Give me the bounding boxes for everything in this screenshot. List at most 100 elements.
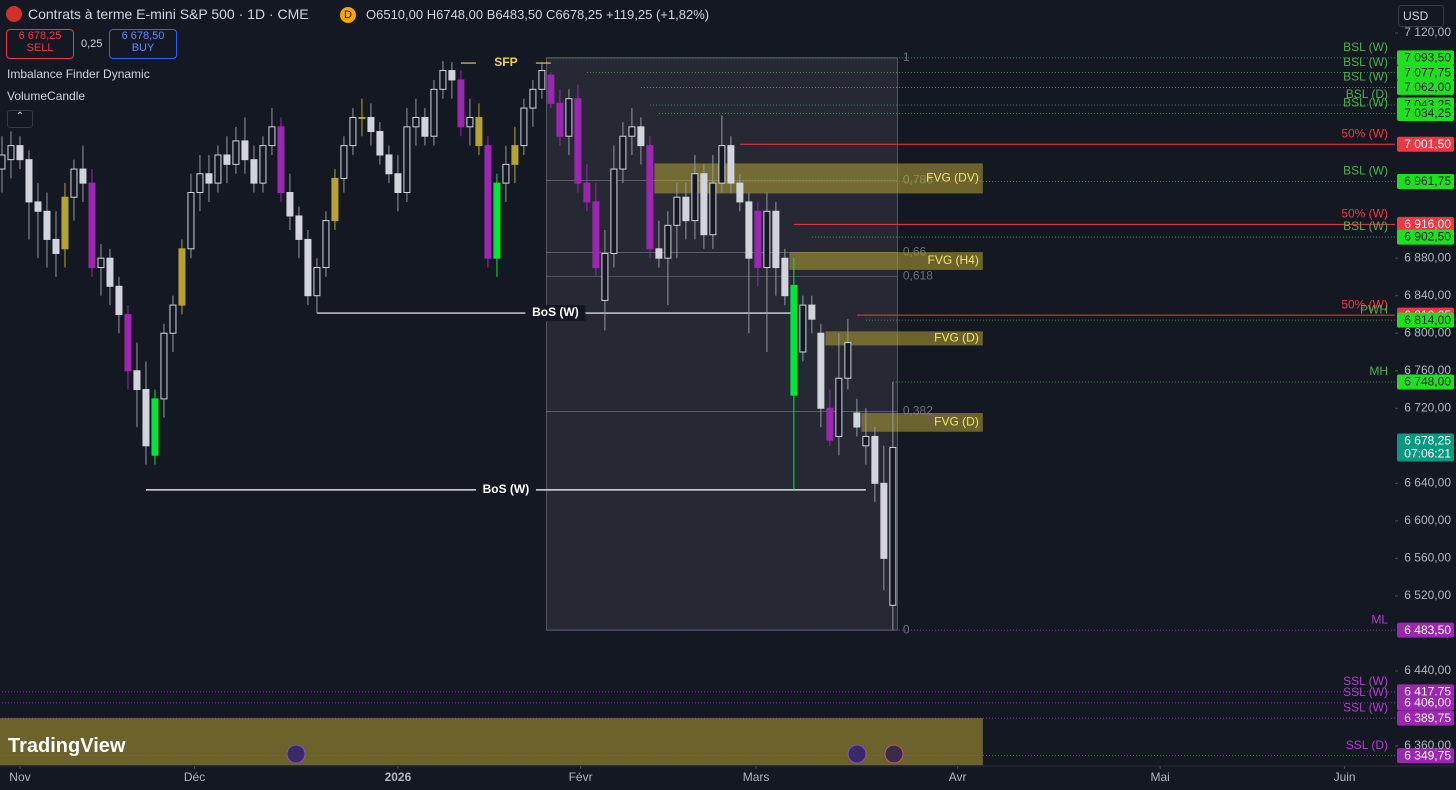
price-tag-label: 6 483,50 [1404,623,1451,637]
x-tick-label: Juin [1334,770,1356,784]
price-tag [1397,79,1454,95]
price-tag [1397,229,1454,245]
candle-body [358,116,366,119]
fib-label: 0 [903,622,910,636]
candle-body [466,116,474,128]
candle-body [538,70,546,90]
candle-body [169,304,177,334]
candle-body [241,140,249,161]
y-tick-label: 7 120,00 [1404,25,1451,39]
fvg-label: FVG (D) [934,415,979,429]
price-tag [1397,695,1454,711]
candle-body [520,107,528,147]
candle-body [610,168,618,254]
indicator-name[interactable]: Imbalance Finder Dynamic [7,67,150,81]
x-tick-label: Mai [1150,770,1169,784]
price-tag-label: 7 093,50 [1404,51,1451,65]
x-tick-label: 2026 [385,770,412,784]
candle-body [826,407,834,441]
symbol-logo [6,6,22,22]
candle-body [376,131,384,156]
candle-body [628,126,636,137]
x-tick-label: Nov [9,770,30,784]
candle-body [835,377,843,437]
event-icon[interactable] [286,744,306,764]
candle-body [52,238,60,254]
candle-body [304,238,312,297]
y-tick-label: 6 840,00 [1404,288,1451,302]
x-tick-label: Déc [184,770,205,784]
candle-body [448,70,456,81]
axes: 7 093,507 077,757 062,007 043,257 034,25… [9,25,1454,784]
price-tag [1397,748,1454,764]
event-icon[interactable] [884,744,904,764]
x-tick-label: Avr [949,770,967,784]
candle-body [286,192,294,217]
structure-label: BoS (W) [483,482,530,496]
candle-body [484,145,492,259]
candle-body [70,168,78,198]
candle-body [457,79,465,128]
x-tick-label: Mars [743,770,770,784]
candle-body [763,210,771,269]
candle-body [295,215,303,240]
level-label: BSL (W) [1343,219,1388,233]
price-tag-label: 6 349,75 [1404,748,1451,762]
candle-body [232,140,240,165]
candle-body [817,332,825,409]
collapse-button[interactable]: ⌃ [7,110,33,128]
price-tag-label: 7 001,50 [1404,137,1451,151]
last-price-tag [1397,433,1454,462]
structure-label-bg [525,305,586,322]
candle-body [718,145,726,184]
price-tag-label: 6 406,00 [1404,696,1451,710]
candle-body [637,126,645,147]
price-tag-label: 6 961,75 [1404,174,1451,188]
price-tag [1397,622,1454,638]
level-label: BSL (W) [1343,40,1388,54]
level-label: SSL (W) [1343,685,1388,699]
y-tick-label: 6 760,00 [1404,363,1451,377]
candle-body [493,182,501,259]
candle-body [88,182,96,269]
candle-body [277,126,285,194]
price-tag [1397,105,1454,121]
y-tick-label: 6 640,00 [1404,476,1451,490]
fvg-zone [789,252,983,270]
indicator-name[interactable]: VolumeCandle [7,89,86,103]
candle-body [79,168,87,184]
candle-body [322,220,330,269]
candle-body [583,182,591,203]
candle-body [7,145,15,161]
overlay [286,744,904,764]
symbol-title[interactable]: Contrats à terme E-mini S&P 500 · 1D · C… [28,6,309,22]
candle-body [142,389,150,447]
structure-label-bg [475,55,536,72]
candle-body [601,252,609,301]
candle-body [178,248,186,306]
currency-select[interactable]: USD [1398,5,1444,27]
price-tag-label: 7 062,00 [1404,80,1451,94]
level-label: SSL (D) [1346,738,1388,752]
candle-body [367,116,375,133]
fvg-zone [825,331,983,346]
candle-body [862,435,870,447]
candle-body [502,163,510,184]
y-tick-label: 6 360,00 [1404,738,1451,752]
candle-body [25,159,33,203]
level-label: BSL (W) [1343,96,1388,110]
event-icon[interactable] [847,744,867,764]
candle-body [0,154,6,170]
buy-button[interactable]: 6 678,50 BUY [109,29,177,59]
candle-body [196,173,204,194]
candle-body [133,370,141,391]
spread: 0,25 [81,38,103,50]
candle-body [646,145,654,250]
candle-body [691,173,699,222]
candle-body [106,257,114,287]
price-tag-label: 6 389,75 [1404,711,1451,725]
candle-body [736,182,744,203]
sell-button[interactable]: 6 678,25 SELL [6,29,74,59]
level-label: MH [1369,364,1388,378]
